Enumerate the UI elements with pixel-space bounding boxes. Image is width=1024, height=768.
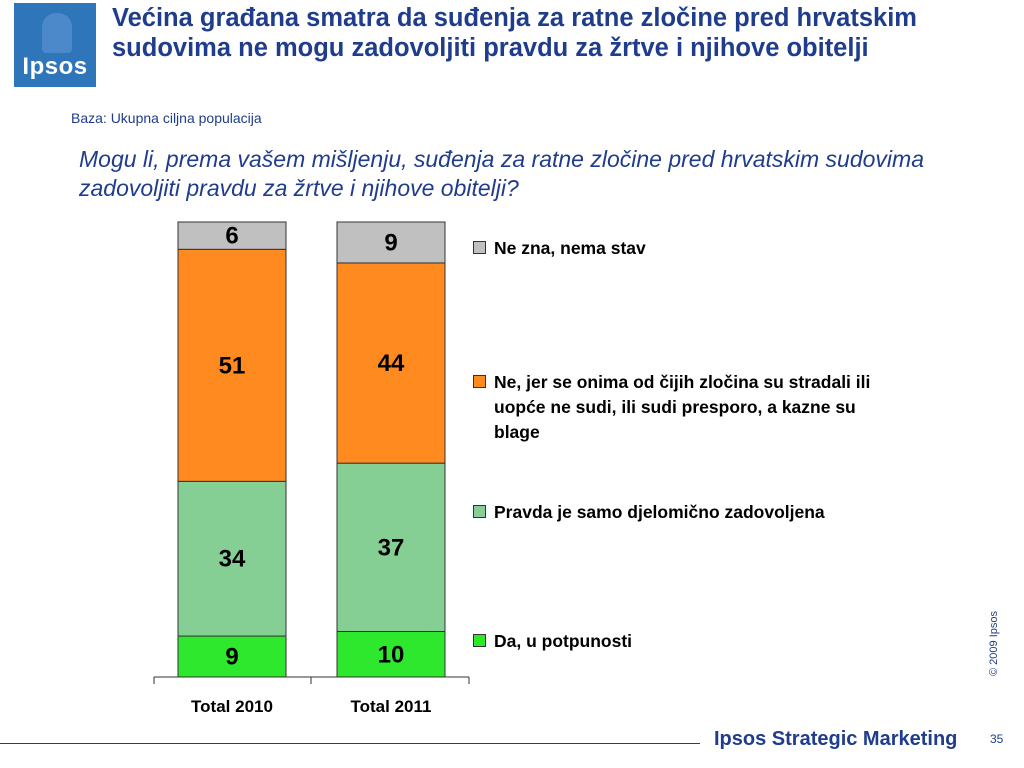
- bar-segment: [177, 248, 287, 482]
- base-note: Baza: Ukupna ciljna populacija: [71, 110, 262, 126]
- legend-label: Ne zna, nema stav: [494, 238, 646, 258]
- page-number: 35: [990, 732, 1004, 746]
- bar-segment: [177, 221, 287, 250]
- legend-label: Da, u potpunosti: [494, 631, 633, 651]
- bar-segment: [336, 462, 446, 632]
- category-label: Total 2010: [191, 697, 273, 716]
- data-label: 10: [378, 641, 405, 668]
- survey-question: Mogu li, prema vašem mišljenju, suđenja …: [79, 146, 924, 201]
- stacked-bar-chart: 9 34 51 6 Total 2010 10 37 44 9 Total 2011: [153, 221, 470, 716]
- footer-brand: Ipsos Strategic Marketing: [714, 728, 958, 750]
- bar-segment: [336, 221, 446, 264]
- ipsos-logo: Ipsos: [14, 3, 96, 87]
- legend-swatch: [473, 505, 486, 518]
- slide-title: Većina građana smatra da suđenja za ratn…: [112, 4, 917, 62]
- data-label: 9: [384, 229, 397, 256]
- footer-divider: [0, 743, 700, 744]
- data-label: 44: [378, 350, 405, 377]
- bar-segment: [177, 635, 287, 678]
- data-label: 34: [219, 546, 246, 573]
- data-label: 9: [225, 644, 238, 671]
- legend-item: Pravda je samo djelomično zadovoljena: [473, 500, 913, 525]
- bars-layer: [177, 221, 446, 678]
- legend-item: Da, u potpunosti: [473, 629, 913, 654]
- data-label: 6: [225, 223, 238, 250]
- bar-segment: [336, 262, 446, 464]
- category-label: Total 2011: [351, 697, 432, 716]
- logo-figure-icon: [42, 13, 72, 53]
- copyright-text: © 2009 Ipsos: [988, 611, 1000, 676]
- legend-item: Ne zna, nema stav: [473, 236, 913, 261]
- legend-label: Pravda je samo djelomično zadovoljena: [494, 502, 825, 522]
- data-label: 37: [378, 534, 405, 561]
- logo-text: Ipsos: [22, 53, 88, 80]
- legend-swatch: [473, 375, 486, 388]
- legend-item: Ne, jer se onima od čijih zločina su str…: [473, 370, 913, 445]
- legend-swatch: [473, 634, 486, 647]
- labels-layer: 9 34 51 6 Total 2010 10 37 44 9 Total 2011: [191, 223, 431, 716]
- legend-swatch: [473, 241, 486, 254]
- data-label: 51: [219, 352, 246, 379]
- legend-label: Ne, jer se onima od čijih zločina su str…: [494, 372, 871, 442]
